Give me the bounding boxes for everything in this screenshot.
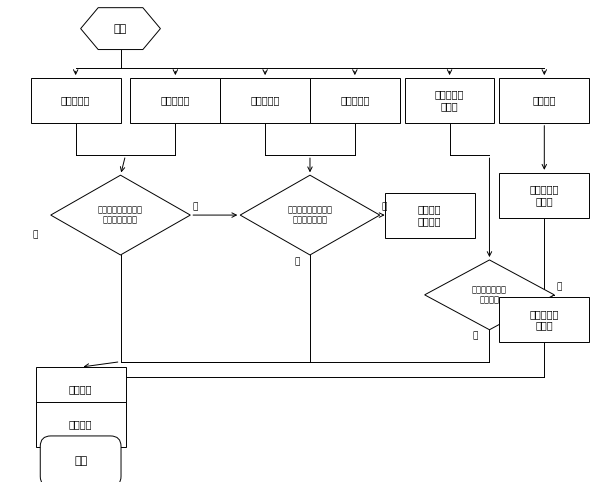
Text: 前车牌识别: 前车牌识别 (161, 96, 190, 105)
FancyBboxPatch shape (36, 367, 125, 412)
Text: 人工处理非
法车辆: 人工处理非 法车辆 (529, 309, 559, 330)
FancyBboxPatch shape (220, 78, 310, 123)
Text: 结束: 结束 (74, 456, 87, 467)
Text: 自助刷卡应
急交易: 自助刷卡应 急交易 (529, 185, 559, 206)
Text: 否: 否 (556, 282, 561, 291)
Text: 否: 否 (192, 202, 198, 211)
Polygon shape (80, 8, 160, 50)
Text: 车型识别: 车型识别 (532, 96, 556, 105)
FancyBboxPatch shape (500, 173, 589, 217)
Text: 天线交易和车牌识别
至少有一项通过: 天线交易和车牌识别 至少有一项通过 (287, 205, 333, 225)
FancyBboxPatch shape (41, 436, 121, 483)
Text: 应急交易至少有
一项成功: 应急交易至少有 一项成功 (472, 285, 507, 305)
Text: 栏杆抬起: 栏杆抬起 (69, 419, 93, 429)
Text: 开始: 开始 (114, 24, 127, 34)
Text: 是: 是 (472, 332, 477, 341)
FancyBboxPatch shape (500, 298, 589, 342)
FancyBboxPatch shape (31, 78, 120, 123)
Text: 是: 是 (33, 230, 38, 239)
FancyBboxPatch shape (36, 402, 125, 447)
FancyBboxPatch shape (310, 78, 400, 123)
FancyBboxPatch shape (131, 78, 220, 123)
Polygon shape (51, 175, 191, 255)
Polygon shape (240, 175, 380, 255)
FancyBboxPatch shape (405, 78, 494, 123)
Text: 天线交易和车牌识别
至少有一项通过: 天线交易和车牌识别 至少有一项通过 (98, 205, 143, 225)
Text: 否: 否 (382, 202, 387, 211)
FancyBboxPatch shape (500, 78, 589, 123)
Text: 后车牌识别: 后车牌识别 (340, 96, 370, 105)
Polygon shape (425, 260, 554, 330)
Text: 前天线交易: 前天线交易 (61, 96, 90, 105)
Text: 手持终端应
急交易: 手持终端应 急交易 (435, 90, 464, 111)
Text: 声光告警
费显文字: 声光告警 费显文字 (418, 204, 442, 226)
FancyBboxPatch shape (385, 193, 474, 238)
Text: 是: 是 (295, 257, 300, 266)
Text: 生成流水: 生成流水 (69, 384, 93, 395)
Text: 后天线交易: 后天线交易 (250, 96, 280, 105)
